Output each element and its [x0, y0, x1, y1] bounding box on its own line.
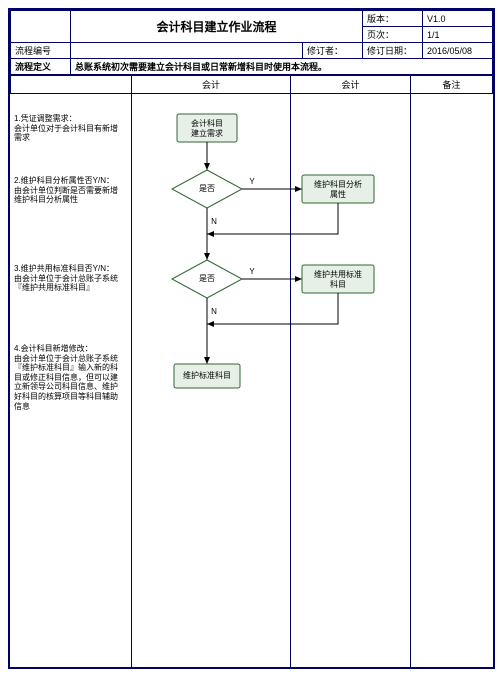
body-area: 1.凭证调整需求： 会计单位对于会计科目有新增需求 2.维护科目分析属性否Y/N…	[10, 94, 493, 668]
revdate-value: 2016/05/08	[423, 43, 493, 59]
flow-node-attr-t1: 维护科目分析	[314, 179, 362, 189]
arrow-common-return	[207, 293, 338, 324]
side-1: 1.凭证调整需求： 会计单位对于会计科目有新增需求	[14, 114, 124, 143]
side-4: 4.会计科目新增修改： 由会计单位于会计总账子系统『维护标准科目』输入新的科目或…	[14, 344, 124, 411]
flow-decision-2-text: 是否	[199, 274, 215, 283]
col-divider-3	[410, 94, 411, 668]
column-headers: 会计 会计 备注	[10, 75, 493, 94]
flow-decision-1-text: 是否	[199, 184, 215, 193]
col-2: 会计	[291, 76, 411, 94]
document-frame: 会计科目建立作业流程 版本： V1.0 页次： 1/1 流程编号 修订者： 修订…	[8, 8, 495, 669]
arrow-attr-return	[207, 203, 338, 234]
page-label: 页次：	[363, 27, 423, 43]
procno-value	[71, 43, 303, 59]
flow-node-common-t2: 科目	[330, 279, 346, 289]
flow-node-request-text1: 会计科目	[191, 118, 223, 128]
def-value: 总账系统初次需要建立会计科目或日常新增科目时使用本流程。	[71, 59, 493, 75]
version-value: V1.0	[423, 11, 493, 27]
flow-node-common-t1: 维护共用标准	[314, 269, 362, 279]
version-label: 版本：	[363, 11, 423, 27]
side-2: 2.维护科目分析属性否Y/N： 由会计单位判断是否需要新增维护科目分析属性	[14, 176, 124, 205]
side-3: 3.维护共用标准科目否Y/N： 由会计单位于会计总账子系统『维护共用标准科目』	[14, 264, 124, 293]
flow-node-request-text2: 建立需求	[191, 128, 223, 138]
rev-label: 修订者：	[303, 43, 363, 59]
page-value: 1/1	[423, 27, 493, 43]
label-d1-n: N	[211, 217, 217, 226]
flow-node-maintain-t: 维护标准科目	[183, 370, 231, 380]
label-d2-n: N	[211, 307, 217, 316]
header-table: 会计科目建立作业流程 版本： V1.0 页次： 1/1 流程编号 修订者： 修订…	[10, 10, 493, 75]
col-1: 会计	[132, 76, 291, 94]
col-3: 备注	[411, 76, 493, 94]
procno-label: 流程编号	[11, 43, 71, 59]
label-d2-y: Y	[249, 267, 255, 276]
flowchart-svg: 会计科目 建立需求 是否 Y 维护科目分析 属性 N 是否 Y	[132, 94, 410, 668]
revdate-label: 修订日期：	[363, 43, 423, 59]
def-label: 流程定义	[11, 59, 71, 75]
label-d1-y: Y	[249, 177, 255, 186]
flow-node-attr-t2: 属性	[330, 189, 346, 199]
doc-title: 会计科目建立作业流程	[71, 11, 363, 43]
